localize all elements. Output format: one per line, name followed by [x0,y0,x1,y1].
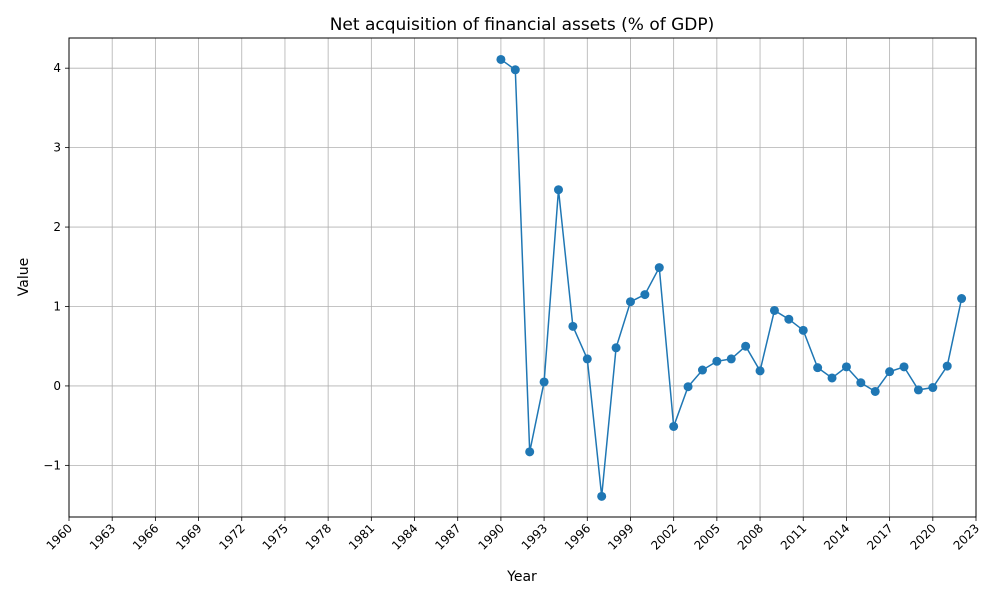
data-point [856,378,866,388]
data-point [841,362,851,372]
data-point [942,361,952,371]
data-point [553,185,563,195]
plot-frame [68,37,977,518]
data-point [741,341,751,351]
y-tick-label: 4 [53,61,61,75]
data-point [798,325,808,335]
data-point [539,377,549,387]
data-point [611,343,621,353]
data-point [928,383,938,393]
data-point [496,54,506,64]
data-point [625,297,635,307]
data-point [582,354,592,364]
y-tick-label: 2 [53,220,61,234]
data-point [640,290,650,300]
data-point [885,367,895,377]
y-tick-label: 1 [53,299,61,313]
y-tick-label: 3 [53,141,61,155]
y-axis-label: Value [16,258,32,296]
data-point [697,365,707,375]
data-point [784,314,794,324]
x-axis-label: Year [506,569,537,585]
data-point [525,447,535,457]
data-point [957,294,967,304]
y-axis-ticks: −1 0 1 2 3 4 [43,61,69,472]
data-point [597,491,607,501]
data-point [870,386,880,396]
data-point [827,373,837,383]
data-point [769,305,779,315]
y-tick-label: 0 [53,379,61,393]
chart-title: Net acquisition of financial assets (% o… [330,15,715,35]
data-point [899,362,909,372]
data-point [913,385,923,395]
grid-lines [68,38,977,517]
data-point [568,321,578,331]
data-series [496,54,967,501]
y-tick-label: −1 [43,458,61,472]
data-point [654,263,664,273]
data-point [683,382,693,392]
data-point [755,366,765,376]
data-point [669,421,679,431]
data-point [510,65,520,75]
data-point [712,356,722,366]
data-point [726,354,736,364]
data-point [813,363,823,373]
